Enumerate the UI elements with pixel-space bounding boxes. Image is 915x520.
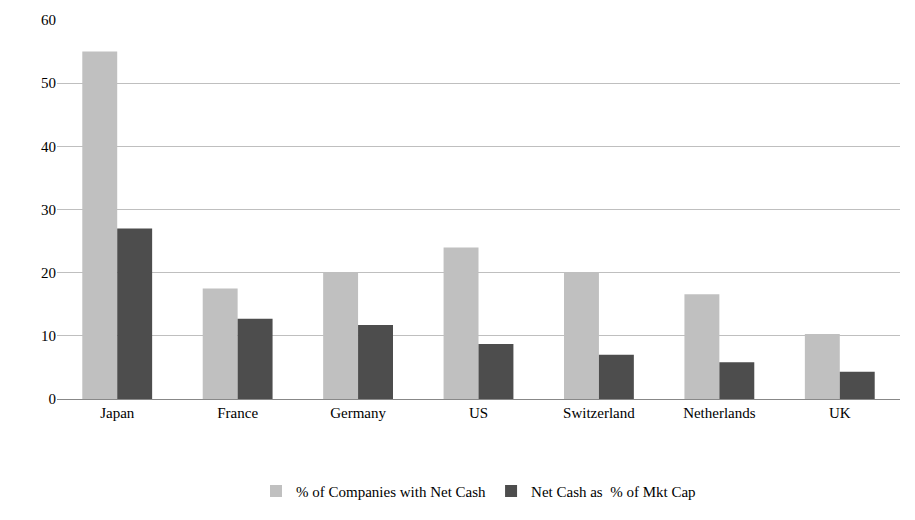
svg-text:France: France bbox=[217, 405, 258, 421]
svg-text:Germany: Germany bbox=[330, 405, 386, 421]
svg-text:20: 20 bbox=[41, 265, 56, 281]
svg-text:Netherlands: Netherlands bbox=[683, 405, 756, 421]
svg-text:50: 50 bbox=[41, 75, 56, 91]
svg-text:Switzerland: Switzerland bbox=[563, 405, 635, 421]
svg-text:Net Cash as % of Mkt Cap: Net Cash as % of Mkt Cap bbox=[531, 484, 696, 500]
svg-text:Japan: Japan bbox=[100, 405, 135, 421]
svg-text:US: US bbox=[469, 405, 488, 421]
svg-text:40: 40 bbox=[41, 139, 56, 155]
svg-text:UK: UK bbox=[829, 405, 851, 421]
svg-text:% of Companies with Net Cash: % of Companies with Net Cash bbox=[296, 484, 486, 500]
svg-text:60: 60 bbox=[41, 12, 56, 28]
svg-text:30: 30 bbox=[41, 202, 56, 218]
svg-text:10: 10 bbox=[41, 328, 56, 344]
svg-text:0: 0 bbox=[49, 391, 57, 407]
